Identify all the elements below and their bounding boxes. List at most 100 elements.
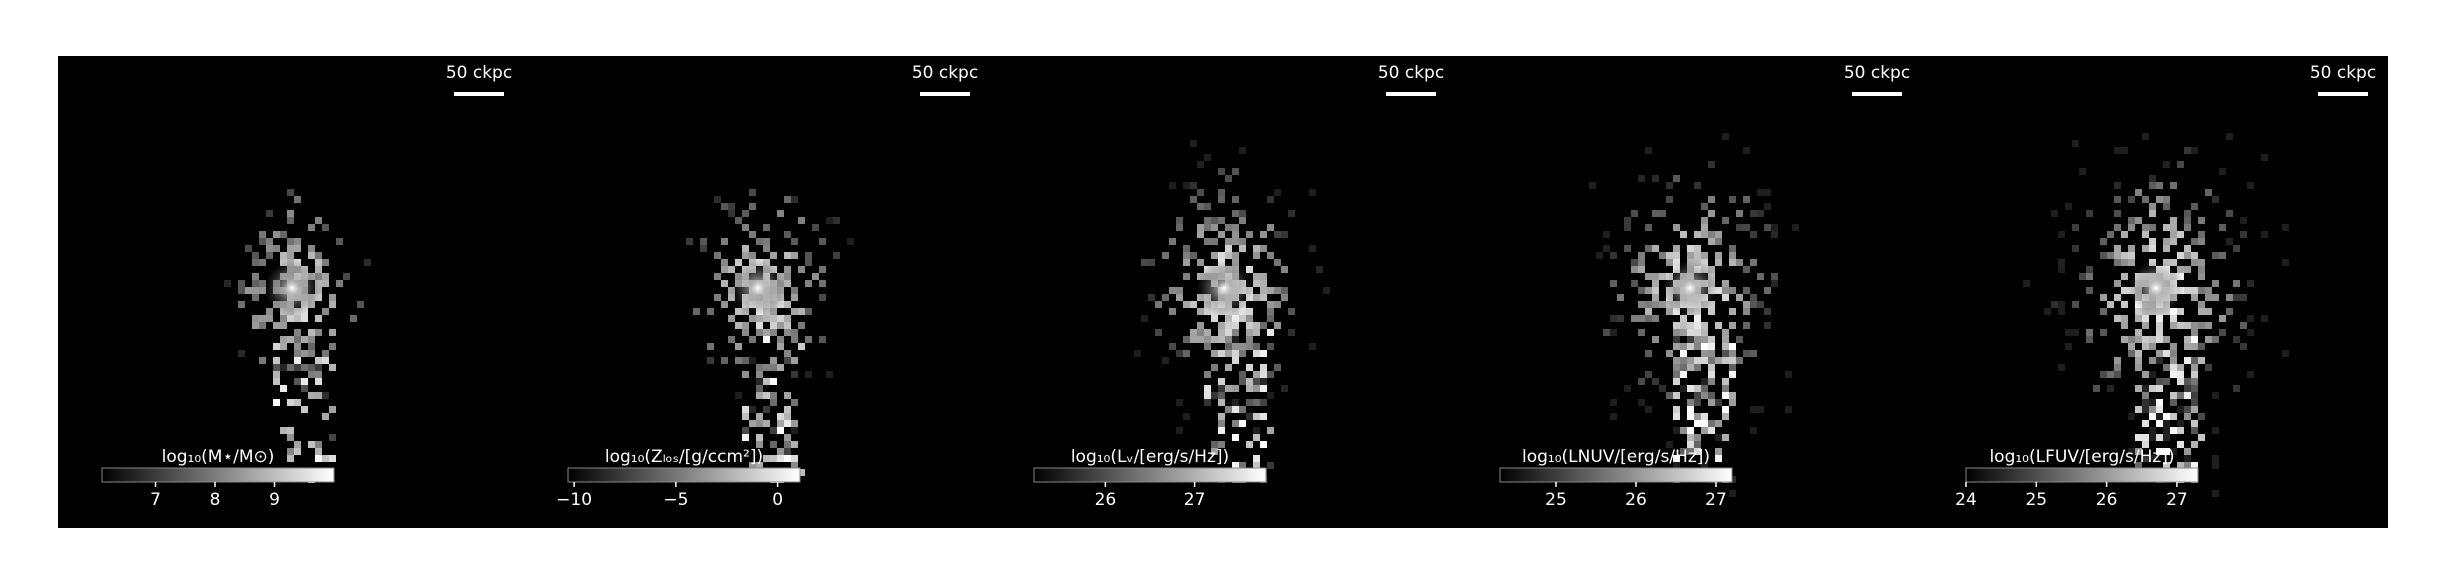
pixel (812, 224, 819, 231)
pixel (1267, 343, 1274, 350)
pixel (294, 448, 301, 455)
pixel (1673, 322, 1680, 329)
pixel (777, 315, 784, 322)
pixel (2198, 231, 2205, 238)
pixel (1708, 231, 1715, 238)
pixel (1288, 308, 1295, 315)
pixel (329, 294, 336, 301)
pixel (742, 322, 749, 329)
pixel (721, 266, 728, 273)
pixel (1645, 350, 1652, 357)
pixel (1771, 231, 1778, 238)
pixel (2149, 210, 2156, 217)
pixel (2184, 252, 2191, 259)
pixel (1666, 392, 1673, 399)
pixel (1673, 462, 1680, 469)
pixel (2170, 427, 2177, 434)
pixel (1197, 203, 1204, 210)
pixel (1218, 231, 1225, 238)
pixel (1197, 329, 1204, 336)
pixel (2135, 336, 2142, 343)
pixel (1659, 252, 1666, 259)
pixel (2072, 140, 2079, 147)
pixel (1729, 308, 1736, 315)
pixel (1624, 217, 1631, 224)
pixel (1645, 287, 1652, 294)
pixel (2177, 406, 2184, 413)
pixel (1232, 329, 1239, 336)
pixel (2114, 364, 2121, 371)
pixel (1645, 224, 1652, 231)
pixel (2100, 238, 2107, 245)
pixel (1666, 259, 1673, 266)
pixel (2100, 252, 2107, 259)
pixel (287, 455, 294, 462)
pixel (791, 294, 798, 301)
pixel (2184, 343, 2191, 350)
pixel (1253, 322, 1260, 329)
panel: 50 ckpc log₁₀(LFUV/[erg/s/Hz]) 24 25 26 27 (1955, 63, 2376, 510)
pixel (2184, 147, 2191, 154)
pixel (2170, 315, 2177, 322)
pixel (1239, 308, 1246, 315)
pixel (1736, 294, 1743, 301)
pixel (742, 406, 749, 413)
pixel (1673, 427, 1680, 434)
pixel (1218, 252, 1225, 259)
pixel (1687, 357, 1694, 364)
pixel (1148, 294, 1155, 301)
pixel (1680, 385, 1687, 392)
pixel (1680, 427, 1687, 434)
pixel (1764, 189, 1771, 196)
pixel (287, 217, 294, 224)
pixel (1743, 147, 1750, 154)
pixel (2191, 420, 2198, 427)
pixel (1743, 301, 1750, 308)
pixel (1645, 406, 1652, 413)
pixel (294, 364, 301, 371)
pixel (1239, 210, 1246, 217)
pixel (1267, 224, 1274, 231)
pixel (2198, 217, 2205, 224)
colorbar (567, 467, 801, 483)
pixel (791, 455, 798, 462)
pixel (273, 364, 280, 371)
pixel (2058, 259, 2065, 266)
pixel (1708, 357, 1715, 364)
pixel (1743, 322, 1750, 329)
pixel (2156, 357, 2163, 364)
pixel (2170, 322, 2177, 329)
pixel (1631, 315, 1638, 322)
pixel (1694, 245, 1701, 252)
pixel (777, 420, 784, 427)
pixel (1743, 196, 1750, 203)
pixel (1729, 357, 1736, 364)
pixel (2142, 392, 2149, 399)
pixel (1610, 413, 1617, 420)
pixel (1722, 336, 1729, 343)
pixel (1673, 224, 1680, 231)
pixel (1736, 259, 1743, 266)
pixel (2170, 224, 2177, 231)
colorbar-label: log₁₀(M⋆/M⊙) (162, 447, 275, 467)
pixel (2212, 490, 2219, 497)
pixel (2142, 455, 2149, 462)
pixel (2226, 238, 2233, 245)
pixel (1694, 364, 1701, 371)
pixel (308, 329, 315, 336)
pixel (294, 357, 301, 364)
pixel (273, 371, 280, 378)
pixel (1232, 434, 1239, 441)
pixel (1743, 308, 1750, 315)
pixel (1638, 259, 1645, 266)
pixel (1652, 175, 1659, 182)
colorbar-tick-label: 26 (1625, 490, 1647, 510)
pixel (2128, 252, 2135, 259)
pixel (805, 371, 812, 378)
pixel (819, 336, 826, 343)
pixel (728, 266, 735, 273)
pixel (1197, 336, 1204, 343)
pixel (1176, 217, 1183, 224)
pixel (1218, 413, 1225, 420)
pixel (259, 231, 266, 238)
